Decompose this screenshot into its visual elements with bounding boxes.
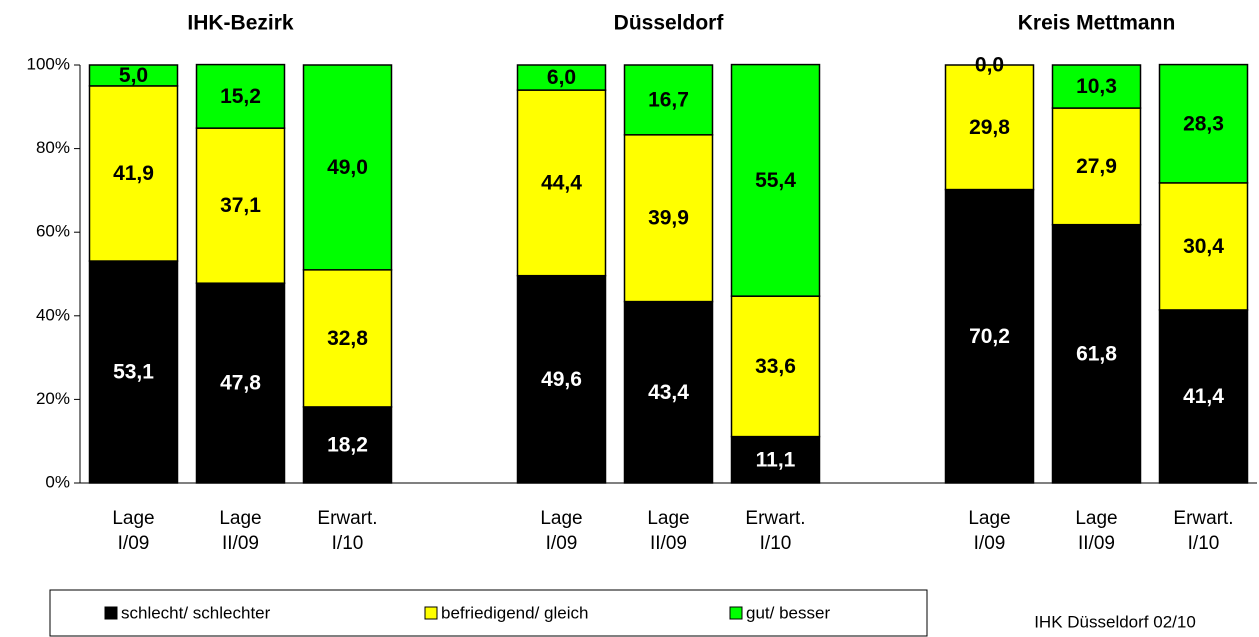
bar-segment <box>1158 309 1249 484</box>
y-tick-label: 80% <box>36 138 70 157</box>
data-label: 49,0 <box>327 156 368 179</box>
y-tick-label: 100% <box>27 54 70 73</box>
bar-segment <box>730 63 821 297</box>
y-tick-label: 0% <box>45 472 70 491</box>
bar-segment <box>302 406 393 484</box>
bar-segment <box>1158 182 1249 311</box>
bar-segment <box>1051 107 1142 226</box>
legend-label: befriedigend/ gleich <box>441 603 588 622</box>
data-label: 44,4 <box>541 171 582 194</box>
group-title: Kreis Mettmann <box>1018 12 1176 35</box>
data-label: 33,6 <box>755 355 796 378</box>
bar-segment <box>302 269 393 408</box>
x-tick-label: Erwart. I/10 <box>745 508 806 554</box>
x-tick-label: Erwart. I/10 <box>1173 508 1234 554</box>
bar-segment <box>195 282 286 484</box>
bar-segment <box>944 64 1035 191</box>
legend-swatch <box>424 606 438 620</box>
data-label: 11,1 <box>756 448 796 471</box>
bar-segment <box>1051 64 1142 109</box>
bar-segment <box>1051 223 1142 484</box>
bar-segment <box>623 300 714 484</box>
x-tick-label: Lage II/09 <box>647 508 690 554</box>
bar-segment <box>302 64 393 271</box>
data-label: 16,7 <box>648 88 689 111</box>
y-tick-label: 60% <box>36 222 70 241</box>
data-label: 28,3 <box>1183 112 1224 135</box>
legend-swatch <box>729 606 743 620</box>
bar-segment <box>944 188 1035 484</box>
x-tick-label: Lage I/09 <box>112 508 155 554</box>
data-label: 41,4 <box>1183 385 1224 408</box>
data-label: 18,2 <box>327 434 368 457</box>
legend-label: schlecht/ schlechter <box>121 603 271 622</box>
data-label: 47,8 <box>220 372 261 395</box>
legend-swatch <box>104 606 118 620</box>
group-title: IHK-Bezirk <box>187 12 294 35</box>
bar-segment <box>516 89 607 277</box>
data-label: 61,8 <box>1076 342 1117 365</box>
data-label: 5,0 <box>119 64 148 87</box>
data-label: 10,3 <box>1076 75 1117 98</box>
source-note: IHK Düsseldorf 02/10 <box>1034 612 1196 631</box>
data-label: 53,1 <box>113 361 154 384</box>
data-label: 29,8 <box>969 116 1010 139</box>
data-label: 39,9 <box>648 207 689 230</box>
x-tick-label: Lage I/09 <box>540 508 583 554</box>
data-label: 55,4 <box>755 169 796 192</box>
bar-segment <box>516 274 607 484</box>
x-tick-label: Lage II/09 <box>1075 508 1118 554</box>
group-title: Düsseldorf <box>614 12 725 35</box>
legend-label: gut/ besser <box>746 603 830 622</box>
data-label: 30,4 <box>1183 235 1224 258</box>
x-tick-label: Erwart. I/10 <box>317 508 378 554</box>
data-label: 0,0 <box>975 54 1004 77</box>
bar-segment <box>88 64 179 87</box>
bar-segment <box>195 63 286 129</box>
bar-segment <box>88 260 179 484</box>
y-tick-label: 40% <box>36 305 70 324</box>
bar-segment <box>730 295 821 438</box>
data-label: 41,9 <box>113 162 154 185</box>
bar-segment <box>730 435 821 484</box>
bar-segment <box>623 64 714 136</box>
y-tick-label: 20% <box>36 389 70 408</box>
data-label: 32,8 <box>327 327 368 350</box>
x-tick-label: Lage II/09 <box>219 508 262 554</box>
data-label: 27,9 <box>1076 155 1117 178</box>
data-label: 49,6 <box>541 368 582 391</box>
data-label: 37,1 <box>220 194 261 217</box>
data-label: 6,0 <box>547 66 576 89</box>
bar-segment <box>516 64 607 91</box>
legend-box <box>49 589 928 637</box>
data-label: 43,4 <box>648 381 689 404</box>
bar-segment <box>195 127 286 284</box>
bar-segment <box>1158 63 1249 184</box>
x-tick-label: Lage I/09 <box>968 508 1011 554</box>
data-label: 70,2 <box>969 325 1010 348</box>
data-label: 15,2 <box>220 85 261 108</box>
